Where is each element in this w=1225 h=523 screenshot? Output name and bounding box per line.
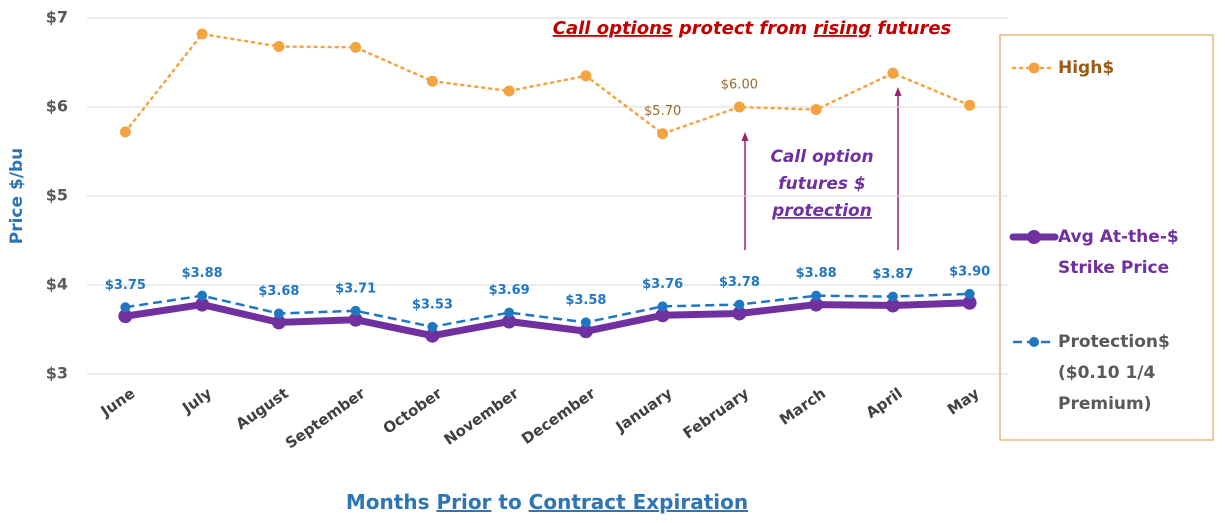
text-part: futures [871,18,951,39]
y-axis-label: Price $/bu [7,148,27,245]
value-label: $3.58 [565,293,606,308]
value-label: $3.88 [796,266,837,281]
point [196,28,208,40]
x-tick-label: June [97,384,139,421]
legend-marker [1029,337,1039,347]
annotation: futures $ [778,174,866,194]
point [733,101,745,113]
x-tick-label: September [282,384,369,452]
x-tick-label: January [612,384,676,436]
text-part: to [491,490,528,514]
arrows [741,87,902,250]
x-tick-label: December [518,384,599,448]
arrow-head [894,87,902,96]
text-part: Months [346,490,437,514]
arrow-head [741,132,749,141]
value-label: $3.90 [949,264,990,279]
text-part: Call options [553,18,673,39]
point [657,301,668,312]
legend-marker [1028,62,1040,74]
x-tick-label: August [232,384,291,433]
x-tick-label: May [944,384,983,419]
legend-marker [1027,230,1041,244]
point [426,75,438,87]
x-tick-label: November [441,384,523,449]
point [273,40,285,52]
point [273,308,284,319]
annotation: Call options protect from rising futures [553,18,952,39]
value-label: $3.69 [489,283,530,298]
value-label: $3.71 [335,281,376,296]
x-tick-label: July [178,384,215,417]
point [348,312,363,327]
point [425,328,440,343]
x-tick-label: October [380,384,446,438]
series-line [125,292,970,329]
point [732,306,747,321]
point [578,324,593,339]
point [119,126,131,138]
y-tick-label: $4 [46,275,68,294]
series-line [124,32,971,135]
point [964,288,975,299]
value-label: $6.00 [721,78,758,93]
point [809,297,824,312]
legend-label: Protection$ ($0.10 1/4 Premium) [1058,332,1170,414]
point [964,99,976,111]
value-label: $3.88 [182,266,223,281]
text-part: rising [813,18,871,39]
legend-label: Avg At-the-$ Strike Price [1058,227,1179,278]
point [655,308,670,323]
point [887,67,899,79]
point [118,309,133,324]
point [503,85,515,97]
y-tick-label: $3 [46,364,68,383]
value-label: $5.70 [644,104,681,119]
point [504,307,515,318]
point [271,315,286,330]
text-part: Call option [770,147,873,167]
x-tick-label: March [776,384,829,429]
point [887,291,898,302]
point [120,302,131,313]
text-part: futures $ [778,174,866,194]
point [580,70,592,82]
point [350,305,361,316]
point [657,128,669,140]
point [810,104,822,116]
legend-box [999,34,1214,441]
value-label: $3.68 [258,284,299,299]
point [195,297,210,312]
x-axis-label: Months Prior to Contract Expiration [346,490,748,514]
point [350,41,362,53]
text-part: Contract Expiration [529,490,748,514]
x-tick-label: February [680,384,753,442]
value-label: $3.87 [872,267,913,282]
legend-label: High$ [1058,58,1115,78]
point [885,298,900,313]
value-label: $3.76 [642,277,683,292]
text-part: protect from [673,18,814,39]
y-tick-label: $7 [46,8,68,27]
point [502,314,517,329]
point [197,290,208,301]
value-label: $3.53 [412,297,453,312]
annotation: protection [771,201,872,221]
value-label: $3.78 [719,275,760,290]
point [962,295,977,310]
y-tick-label: $6 [46,97,68,116]
point [427,321,438,332]
point [734,299,745,310]
text-part: Prior [436,490,491,514]
point [811,290,822,301]
x-tick-label: April [863,384,906,422]
series-line [121,299,974,340]
value-label: $3.75 [105,278,146,293]
y-tick-label: $5 [46,186,68,205]
annotation: Call option [770,147,873,167]
text-part: protection [771,201,872,221]
point [580,317,591,328]
